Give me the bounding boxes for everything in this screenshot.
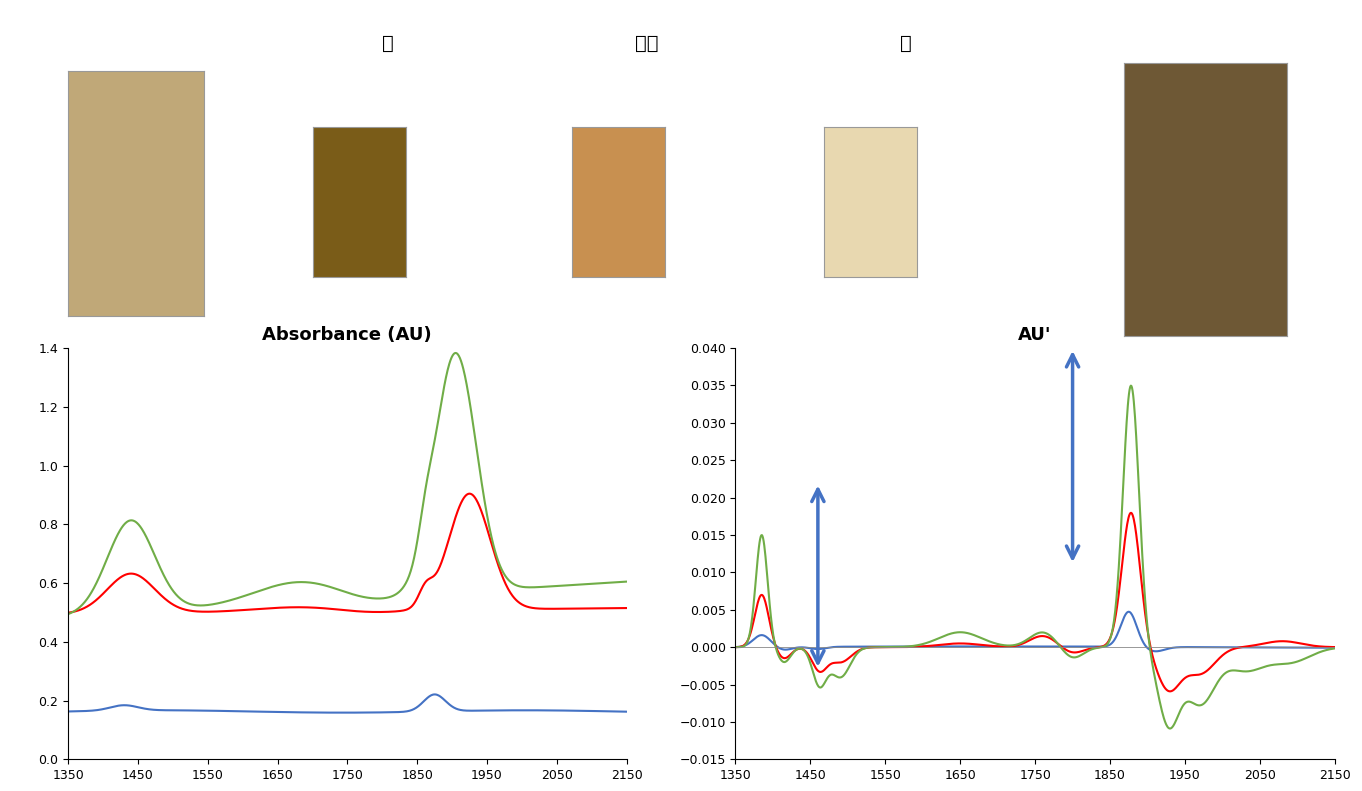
Title: Absorbance (AU): Absorbance (AU) [263, 326, 432, 344]
Title: AU': AU' [1019, 326, 1051, 344]
Text: 湿: 湿 [383, 34, 394, 53]
Text: 干: 干 [900, 34, 911, 53]
Text: 半干: 半干 [635, 34, 659, 53]
